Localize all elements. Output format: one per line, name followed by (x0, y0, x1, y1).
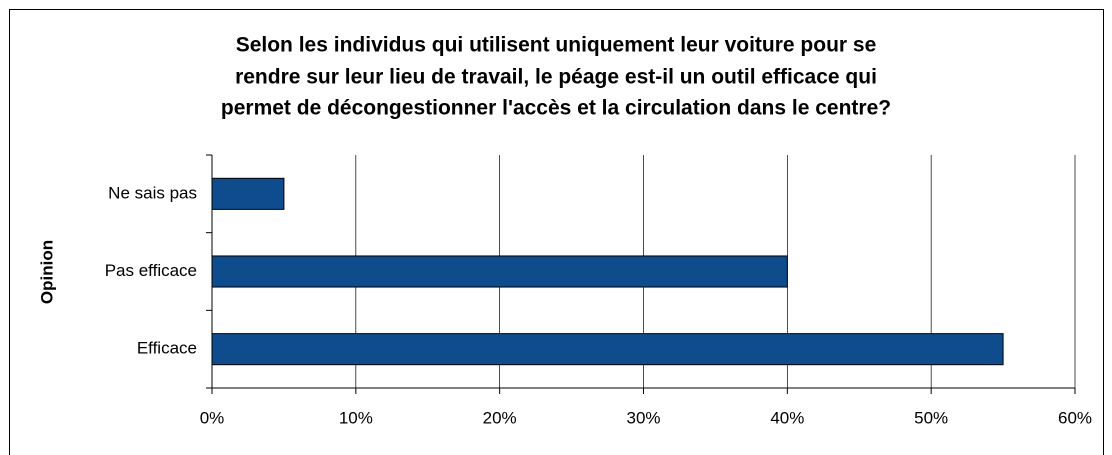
y-tick-label: Efficace (137, 339, 197, 358)
chart-frame (9, 9, 1104, 455)
bar (211, 255, 788, 288)
chart-title: rendre sur leur lieu de travail, le péag… (235, 66, 877, 89)
x-tick-label: 30% (626, 408, 660, 427)
bar (211, 333, 1004, 366)
y-tick-label: Ne sais pas (108, 183, 197, 202)
x-tick-label: 0% (200, 408, 225, 427)
chart-title: permet de décongestionner l'accès et la … (221, 97, 891, 120)
x-tick-label: 40% (770, 408, 804, 427)
x-tick-label: 10% (339, 408, 373, 427)
y-tick-label: Pas efficace (105, 261, 197, 280)
x-tick-label: 50% (914, 408, 948, 427)
x-tick-label: 60% (1058, 408, 1092, 427)
y-axis-label: Opinion (37, 240, 56, 304)
chart-title: Selon les individus qui utilisent unique… (236, 34, 877, 57)
x-tick-label: 20% (483, 408, 517, 427)
bar (211, 177, 285, 210)
